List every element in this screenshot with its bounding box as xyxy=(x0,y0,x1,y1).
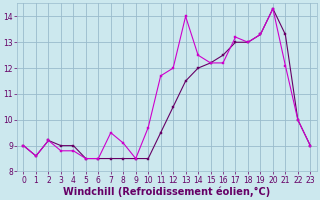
X-axis label: Windchill (Refroidissement éolien,°C): Windchill (Refroidissement éolien,°C) xyxy=(63,186,270,197)
